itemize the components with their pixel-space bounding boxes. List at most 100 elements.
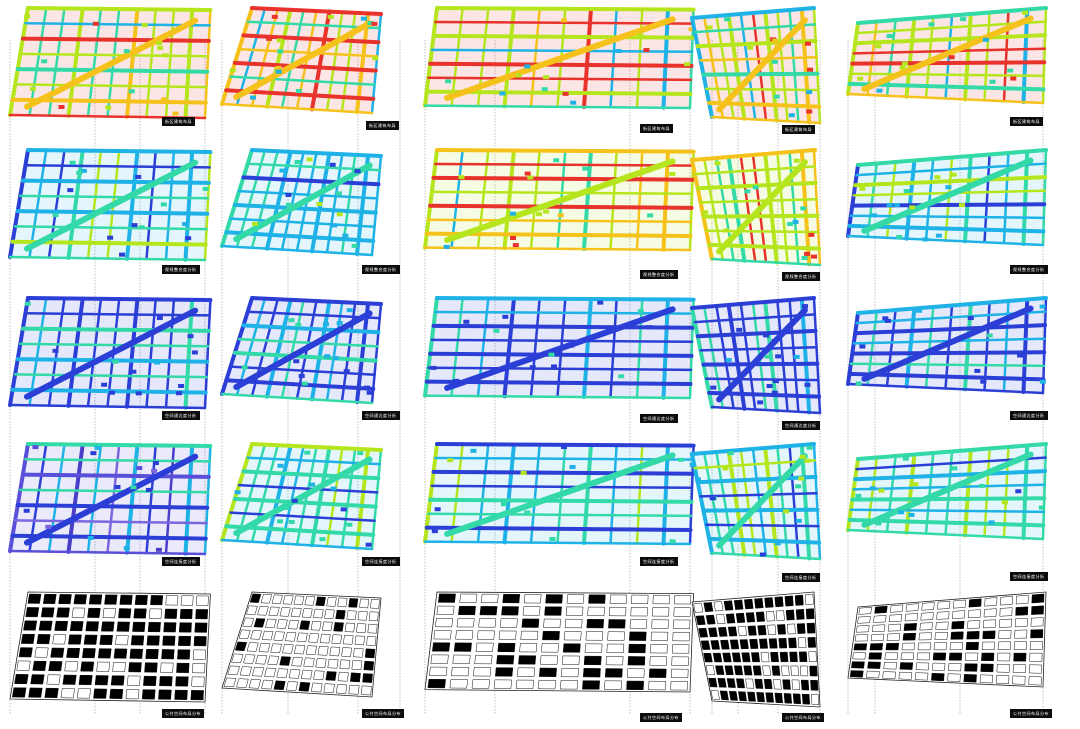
street-segment [237,483,379,494]
building-block [981,641,995,650]
building-block [672,631,690,642]
analysis-patch [536,212,543,217]
building-block [11,687,27,698]
building-block [479,606,498,616]
building-block [325,671,337,681]
street-segment [699,346,818,352]
street-segment [856,442,1048,461]
building-block [453,642,472,652]
street-segment [983,11,991,102]
street-segment [434,162,695,167]
analysis-patch [899,65,906,70]
building-block [540,655,558,665]
map-panel-district-4-row-4 [690,442,822,561]
analysis-patch [343,369,350,374]
building-block [737,626,747,637]
building-block [604,668,623,678]
main-axis-street [444,158,676,243]
analysis-patch [277,49,284,54]
street-segment [690,148,816,162]
street-segment [853,469,1048,482]
street-segment [164,444,176,555]
building-block [608,606,627,617]
analysis-patch [285,192,292,197]
main-axis-street [861,15,1034,92]
building-block [499,618,518,628]
street-segment [847,81,1046,92]
building-block [287,619,300,630]
building-block [282,595,294,605]
building-block [873,615,887,623]
building-block [23,620,38,631]
street-segment [86,149,103,260]
street-segment [423,104,692,110]
building-block [160,662,174,673]
main-axis-street [861,157,1034,234]
analysis-patch [135,391,142,396]
building-block [984,597,998,607]
street-segment [13,519,208,525]
street-segment [847,371,1046,382]
building-block [626,680,644,690]
building-block [733,599,744,610]
building-block [708,627,718,638]
building-block [695,615,706,626]
building-block [544,606,562,616]
street-segment [776,299,789,413]
analysis-patch [363,385,370,390]
street-segment [635,8,644,109]
building-block [475,642,494,652]
street-segment [1021,443,1030,541]
building-block [770,651,779,663]
analysis-patch [67,188,74,193]
street-segment [220,244,374,257]
building-block [744,598,754,610]
building-block [239,666,253,676]
analysis-patch [509,211,516,216]
building-block [952,610,966,619]
analysis-patch [615,49,622,54]
analysis-patch [744,189,751,194]
street-segment [66,442,85,554]
street-segment [427,218,693,224]
street-segment [849,214,1046,220]
map-panel-district-5-row-3 [846,296,1048,395]
street-segment [847,517,1046,528]
street-segment [609,149,618,251]
building-block [300,669,313,680]
building-block [80,661,95,672]
analysis-patch [922,237,929,242]
street-segment [635,444,644,545]
building-block [342,634,354,645]
building-block [109,688,124,699]
street-segment [250,148,383,158]
analysis-patch [553,158,560,163]
street-segment [265,149,293,251]
street-segment [66,148,85,260]
building-block [931,672,945,682]
street-segment [325,152,344,254]
building-block [983,608,997,618]
building-block [901,642,916,651]
analysis-patch [524,510,531,515]
building-block [1000,596,1013,606]
analysis-patch [357,451,364,456]
analysis-patch [669,171,676,176]
analysis-patch [764,354,771,359]
building-block [899,662,914,670]
building-block [582,668,601,678]
analysis-patch [499,91,506,96]
building-block [497,642,516,653]
analysis-patch [772,39,779,44]
street-segment [237,337,379,348]
building-block [715,665,725,675]
street-segment [47,7,66,117]
analysis-patch [502,314,509,319]
building-block [763,679,773,690]
building-block [628,643,646,654]
panel-label-row-2-col-1: 视线整合度分析 [162,265,200,274]
map-panel-district-4-row-3 [690,296,822,415]
building-block [710,640,720,650]
analysis-patch [294,159,301,164]
analysis-patch [806,445,813,450]
